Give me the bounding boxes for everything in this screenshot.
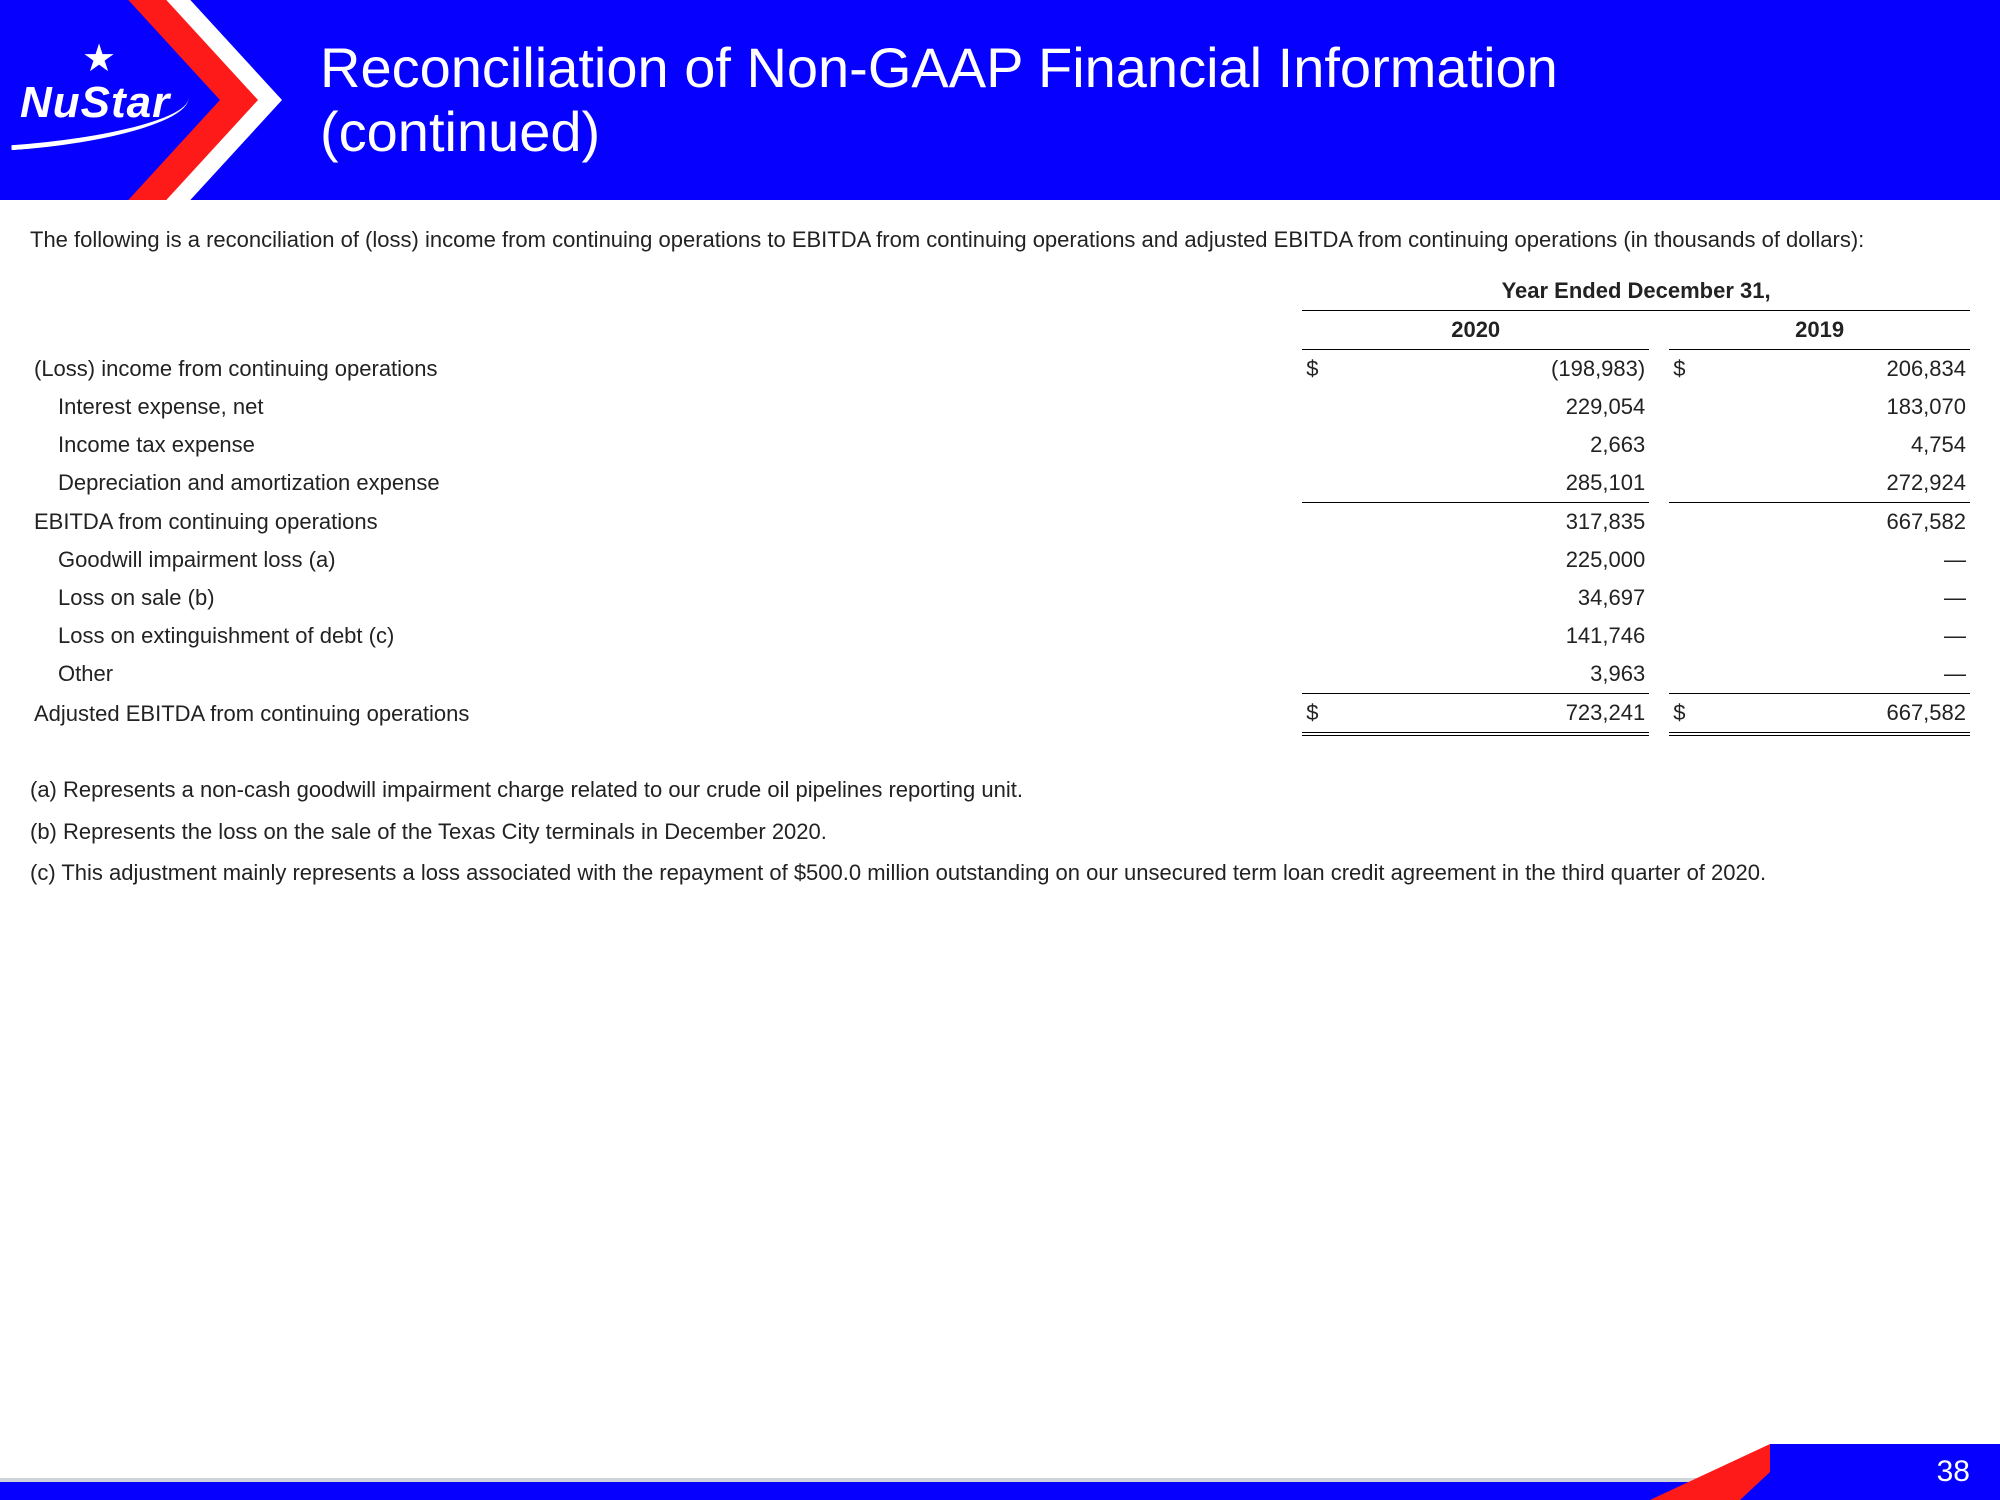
table-row: Goodwill impairment loss (a) 225,000 — <box>30 541 1970 579</box>
year-2020: 2020 <box>1302 311 1649 350</box>
page-number: 38 <box>1770 1444 2000 1500</box>
footnotes: (a) Represents a non-cash goodwill impai… <box>30 776 1970 887</box>
table-row: (Loss) income from continuing operations… <box>30 350 1970 389</box>
period-header: Year Ended December 31, <box>1302 272 1970 311</box>
title-line-1: Reconciliation of Non-GAAP Financial Inf… <box>320 36 1558 99</box>
footnote-b: (b) Represents the loss on the sale of t… <box>30 818 1970 846</box>
year-2019: 2019 <box>1669 311 1970 350</box>
star-icon: ★ <box>82 36 116 81</box>
table-row: Interest expense, net 229,054 183,070 <box>30 388 1970 426</box>
table-row: Depreciation and amortization expense 28… <box>30 464 1970 503</box>
intro-text: The following is a reconciliation of (lo… <box>30 228 1970 252</box>
table-row: Loss on sale (b) 34,697 — <box>30 579 1970 617</box>
table-row: Loss on extinguishment of debt (c) 141,7… <box>30 617 1970 655</box>
table-row: Income tax expense 2,663 4,754 <box>30 426 1970 464</box>
table-row: EBITDA from continuing operations 317,83… <box>30 503 1970 542</box>
slide-footer: 38 <box>0 1444 2000 1500</box>
footnote-a: (a) Represents a non-cash goodwill impai… <box>30 776 1970 804</box>
table-row: Other 3,963 — <box>30 655 1970 694</box>
logo: ★ NuStar <box>0 0 300 200</box>
content-area: The following is a reconciliation of (lo… <box>0 200 2000 887</box>
slide-header: ★ NuStar Reconciliation of Non-GAAP Fina… <box>0 0 2000 200</box>
reconciliation-table: Year Ended December 31, 2020 2019 (Loss)… <box>30 272 1970 736</box>
title-line-2: (continued) <box>320 100 600 163</box>
footnote-c: (c) This adjustment mainly represents a … <box>30 859 1970 887</box>
table-row: Adjusted EBITDA from continuing operatio… <box>30 694 1970 735</box>
page-title: Reconciliation of Non-GAAP Financial Inf… <box>300 36 1558 165</box>
